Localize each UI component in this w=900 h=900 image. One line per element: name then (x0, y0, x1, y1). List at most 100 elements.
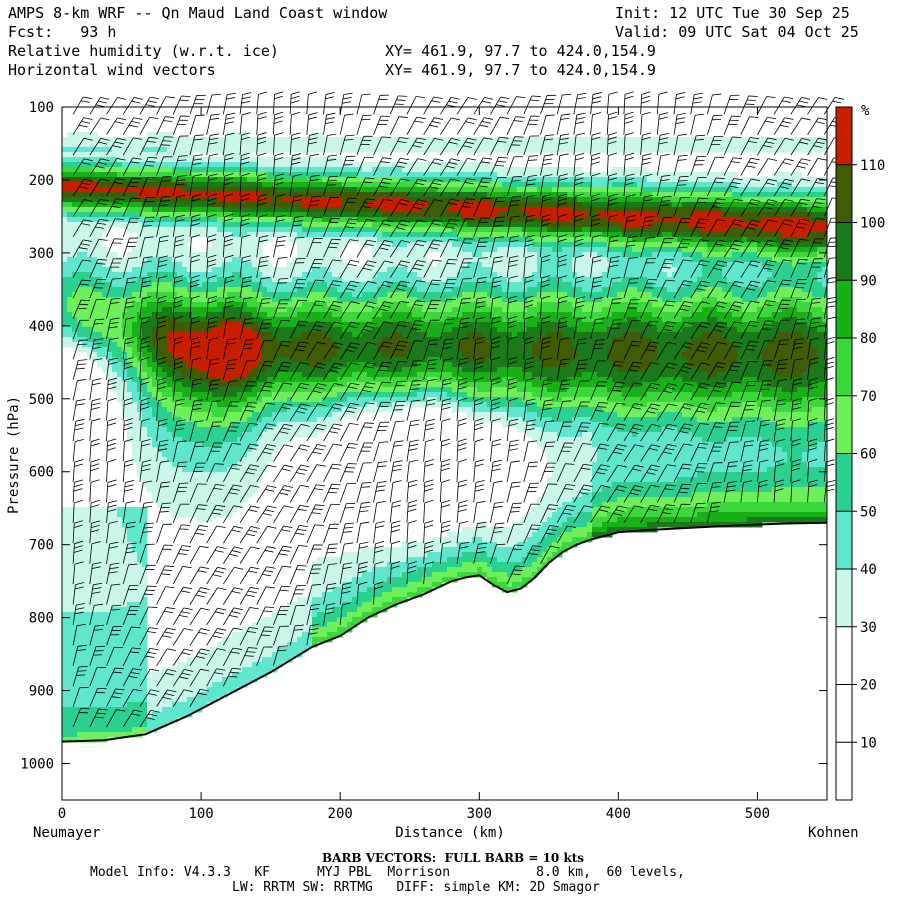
rh-cell (457, 162, 463, 168)
rh-cell (537, 172, 543, 178)
rh-cell (447, 177, 453, 183)
rh-cell (437, 202, 443, 208)
rh-cell (82, 207, 88, 213)
rh-cell (442, 237, 448, 243)
rh-cell (222, 312, 228, 318)
rh-cell (297, 207, 303, 213)
rh-cell (552, 207, 558, 213)
rh-cell (597, 197, 603, 203)
rh-cell (287, 197, 293, 203)
rh-cell (667, 307, 673, 313)
rh-cell (337, 307, 343, 313)
rh-cell (382, 272, 388, 278)
rh-cell (792, 202, 798, 208)
rh-cell (587, 217, 593, 223)
rh-cell (287, 237, 293, 243)
rh-cell (387, 212, 393, 218)
rh-cell (782, 202, 788, 208)
rh-cell (297, 162, 303, 168)
rh-cell (92, 217, 98, 223)
rh-cell (562, 182, 568, 188)
rh-cell (687, 262, 693, 268)
rh-cell (357, 142, 363, 148)
rh-cell (532, 212, 538, 218)
rh-cell (92, 222, 98, 228)
rh-cell (657, 192, 663, 198)
rh-cell (247, 302, 253, 308)
rh-cell (437, 167, 443, 173)
rh-cell (292, 232, 298, 238)
rh-cell (342, 202, 348, 208)
rh-cell (367, 142, 373, 148)
rh-cell (317, 207, 323, 213)
rh-cell (227, 227, 233, 233)
rh-cell (102, 187, 108, 193)
rh-cell (577, 197, 583, 203)
rh-cell (512, 282, 518, 288)
rh-cell (272, 302, 278, 308)
rh-cell (552, 227, 558, 233)
rh-cell (82, 297, 88, 303)
rh-cell (662, 252, 668, 258)
rh-cell (487, 182, 493, 188)
rh-cell (622, 277, 628, 283)
rh-cell (197, 267, 203, 273)
rh-cell (752, 137, 758, 143)
rh-cell (352, 142, 358, 148)
rh-cell (77, 217, 83, 223)
rh-cell (62, 217, 68, 223)
rh-cell (322, 237, 328, 243)
rh-cell (722, 287, 728, 293)
rh-cell (302, 192, 308, 198)
rh-cell (307, 302, 313, 308)
rh-cell (397, 277, 403, 283)
rh-cell (627, 192, 633, 198)
rh-cell (692, 207, 698, 213)
rh-cell (372, 222, 378, 228)
rh-cell (477, 182, 483, 188)
rh-cell (297, 202, 303, 208)
rh-cell (762, 187, 768, 193)
xy-range-wind: XY= 461.9, 97.7 to 424.0,154.9 (385, 61, 656, 79)
rh-cell (242, 167, 248, 173)
rh-cell (612, 282, 618, 288)
rh-cell (662, 137, 668, 143)
rh-cell (232, 172, 238, 178)
rh-cell (737, 207, 743, 213)
rh-cell (482, 262, 488, 268)
rh-cell (767, 232, 773, 238)
rh-cell (157, 137, 163, 143)
rh-cell (62, 257, 68, 263)
rh-cell (552, 237, 558, 243)
rh-cell (712, 257, 718, 263)
rh-cell (317, 307, 323, 313)
rh-cell (247, 137, 253, 143)
rh-cell (347, 312, 353, 318)
rh-cell (382, 252, 388, 258)
rh-cell (87, 217, 93, 223)
rh-cell (197, 142, 203, 148)
rh-cell (267, 282, 273, 288)
rh-cell (562, 247, 568, 253)
rh-cell (747, 187, 753, 193)
rh-cell (697, 197, 703, 203)
rh-cell (247, 167, 253, 173)
rh-cell (672, 207, 678, 213)
rh-cell (112, 252, 118, 258)
rh-cell (487, 167, 493, 173)
rh-cell (112, 142, 118, 148)
rh-cell (232, 227, 238, 233)
rh-cell (427, 292, 433, 298)
rh-cell (407, 297, 413, 303)
rh-cell (502, 292, 508, 298)
rh-cell (302, 312, 308, 318)
rh-cell (62, 287, 68, 293)
rh-cell (522, 182, 528, 188)
rh-cell (147, 142, 153, 148)
rh-cell (172, 152, 178, 158)
rh-cell (247, 247, 253, 253)
rh-cell (367, 312, 373, 318)
rh-cell (442, 212, 448, 218)
rh-cell (732, 137, 738, 143)
rh-cell (807, 207, 813, 213)
